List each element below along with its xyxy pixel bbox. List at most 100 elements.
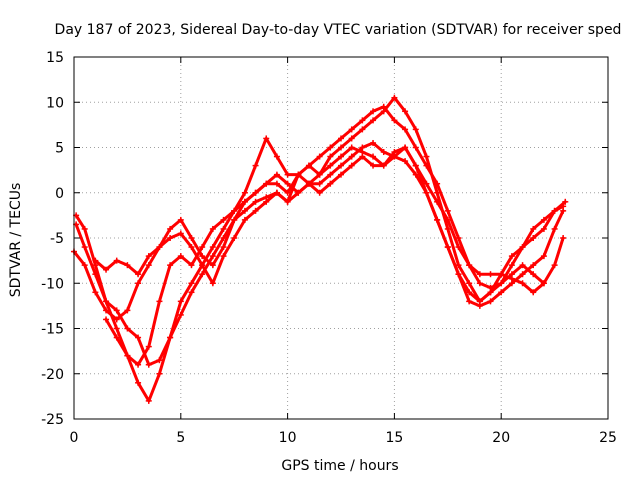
data-point — [316, 180, 323, 187]
data-point — [199, 244, 206, 251]
data-point — [466, 280, 473, 287]
data-point — [327, 153, 334, 160]
data-point — [466, 262, 473, 269]
data-point — [92, 257, 99, 264]
data-point — [487, 298, 494, 305]
data-point — [241, 189, 248, 196]
data-point — [220, 216, 227, 223]
data-point — [444, 207, 451, 214]
data-point — [476, 271, 483, 278]
data-point — [316, 171, 323, 178]
data-point — [412, 162, 419, 169]
data-point — [466, 298, 473, 305]
data-point — [508, 275, 515, 282]
data-point — [209, 262, 216, 269]
x-tick-label: 25 — [599, 430, 617, 446]
data-point — [508, 262, 515, 269]
data-point — [455, 244, 462, 251]
x-tick-label: 0 — [70, 430, 79, 446]
data-point — [199, 262, 206, 269]
data-point — [177, 311, 184, 318]
data-point — [167, 225, 174, 232]
data-point — [284, 171, 291, 178]
data-point — [380, 149, 387, 156]
y-tick-label: 0 — [55, 186, 64, 202]
data-point — [434, 198, 441, 205]
data-point — [498, 289, 505, 296]
data-point — [338, 171, 344, 178]
data-point — [231, 235, 238, 241]
data-point — [135, 379, 142, 386]
data-point — [370, 162, 377, 169]
data-point — [252, 189, 259, 196]
data-point — [199, 253, 206, 260]
data-point — [338, 135, 344, 142]
data-point — [338, 153, 344, 160]
y-axis-label: SDTVAR / TECUs — [8, 183, 24, 298]
data-point — [305, 162, 312, 169]
data-point — [359, 149, 366, 156]
data-point — [113, 334, 120, 341]
data-point — [370, 153, 377, 160]
data-point — [530, 235, 537, 241]
data-point — [455, 271, 462, 278]
data-point — [199, 271, 206, 278]
data-point — [423, 180, 430, 187]
data-point — [124, 262, 131, 269]
data-point — [519, 280, 526, 287]
data-point — [145, 253, 152, 260]
data-point — [487, 284, 494, 291]
data-point — [103, 266, 110, 273]
data-point — [316, 189, 323, 196]
data-point — [476, 302, 483, 309]
data-point — [423, 189, 430, 196]
data-point — [476, 280, 483, 287]
data-point — [124, 352, 131, 359]
data-point — [252, 198, 259, 205]
data-point — [338, 162, 344, 169]
data-point — [412, 144, 419, 151]
axis-ticks: 0 5 10 15 20 25 -25 -20 -15 -10 -5 0 5 10 15 — [41, 50, 617, 446]
data-point — [540, 280, 547, 287]
data-point — [380, 103, 387, 110]
data-point — [113, 325, 120, 332]
data-point — [530, 271, 537, 278]
data-point — [327, 144, 334, 151]
data-point — [359, 126, 366, 133]
data-point — [167, 334, 174, 341]
data-point — [402, 126, 409, 133]
data-point — [177, 298, 184, 305]
data-point — [487, 271, 494, 278]
data-point — [284, 198, 291, 205]
data-point — [156, 244, 163, 251]
data-point — [241, 207, 248, 214]
data-point — [359, 117, 366, 124]
data-point — [540, 253, 547, 260]
data-point — [519, 244, 526, 251]
data-point — [209, 244, 216, 251]
data-point — [327, 180, 334, 187]
data-point — [92, 289, 99, 296]
data-point — [177, 230, 184, 237]
y-tick-label: 10 — [46, 95, 64, 111]
data-point — [348, 144, 355, 151]
data-point — [423, 162, 430, 169]
data-point — [188, 289, 195, 296]
data-point — [273, 153, 280, 160]
y-tick-label: -20 — [41, 367, 64, 383]
data-point — [103, 298, 110, 305]
data-point — [444, 244, 451, 251]
data-point — [188, 235, 195, 241]
data-point — [551, 207, 558, 214]
data-point — [348, 135, 355, 142]
data-point — [434, 216, 441, 223]
data-point — [530, 289, 537, 296]
y-tick-label: -15 — [41, 322, 64, 338]
data-point — [113, 257, 120, 264]
data-point — [498, 280, 505, 287]
data-point — [508, 253, 515, 260]
data-point — [177, 216, 184, 223]
data-point — [370, 139, 377, 146]
data-point — [188, 244, 195, 251]
data-point — [81, 262, 88, 269]
